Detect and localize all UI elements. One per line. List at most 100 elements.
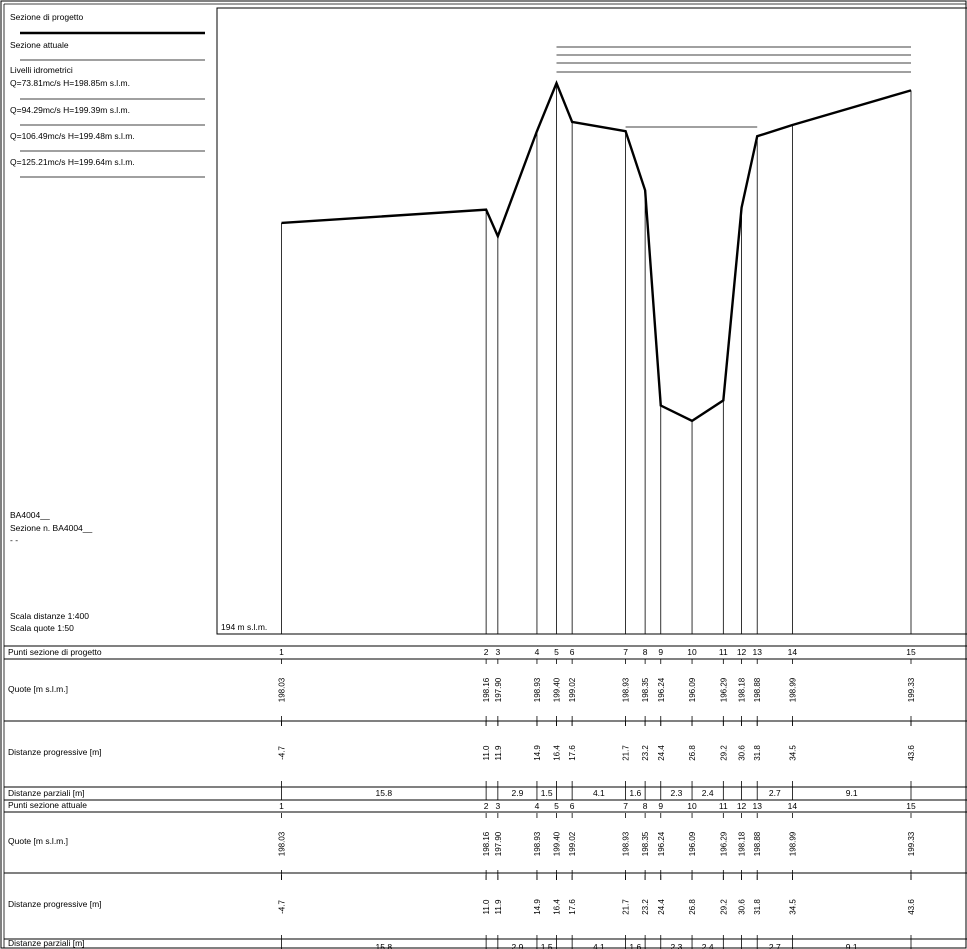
water-level-lines [556, 46, 911, 128]
project-profile-line [281, 80, 912, 423]
point-number-progetto-11: 11 [719, 647, 728, 657]
quote-value-progetto-13: 198.88 [753, 677, 762, 702]
distance-value-progetto-8: 23.2 [641, 745, 650, 761]
partial-distance-attuale-9: 2.3 [670, 942, 682, 949]
distance-value-attuale-4: 14.9 [533, 899, 542, 915]
distance-value-progetto-2: 11.0 [482, 745, 491, 761]
quote-value-progetto-4: 198.93 [533, 677, 542, 702]
quote-value-attuale-4: 198.93 [533, 831, 542, 856]
distance-value-progetto-12: 30.6 [738, 745, 747, 761]
quote-value-progetto-15: 199.33 [907, 677, 916, 702]
partial-distance-attuale-1: 15.8 [376, 942, 393, 949]
distance-value-attuale-1: -4.7 [278, 900, 287, 914]
distance-value-attuale-11: 29.2 [719, 899, 728, 915]
section-code: BA4004__ [10, 510, 50, 520]
label-dist-parz-attuale: Distanze parziali [m] [8, 938, 85, 948]
partial-distance-attuale-14: 9.1 [846, 942, 858, 949]
section-extra: - - [10, 535, 18, 545]
table-values: 1 198.03 -4.7 2 198.16 11.0 3 197.90 11.9 4 198.93… [278, 647, 916, 949]
partial-distance-progetto-7: 1.6 [629, 788, 641, 798]
quote-value-progetto-12: 198.18 [738, 677, 747, 702]
point-number-attuale-5: 5 [554, 801, 559, 811]
point-number-attuale-14: 14 [788, 801, 798, 811]
scale-heights: Scala quote 1:50 [10, 623, 74, 633]
distance-value-attuale-5: 16.4 [552, 899, 561, 915]
label-quote-attuale: Quote [m s.l.m.] [8, 836, 68, 846]
distance-value-progetto-7: 21.7 [622, 745, 631, 761]
distance-value-attuale-2: 11.0 [482, 899, 491, 915]
partial-distance-progetto-13: 2.7 [769, 788, 781, 798]
point-verticals [281, 83, 912, 634]
quote-value-attuale-7: 198.93 [622, 831, 631, 856]
quote-value-attuale-5: 199.40 [552, 831, 561, 856]
section-profile [281, 80, 912, 423]
legend-level-1: Q=73.81mc/s H=198.85m s.l.m. [10, 78, 130, 88]
point-number-progetto-14: 14 [788, 647, 798, 657]
legend-level-2: Q=94.29mc/s H=199.39m s.l.m. [10, 105, 130, 115]
distance-value-progetto-13: 31.8 [753, 745, 762, 761]
distance-value-progetto-4: 14.9 [533, 745, 542, 761]
quote-value-progetto-14: 198.99 [788, 677, 797, 702]
distance-value-attuale-13: 31.8 [753, 899, 762, 915]
partial-distance-progetto-6: 4.1 [593, 788, 605, 798]
quote-value-progetto-3: 197.90 [494, 677, 503, 702]
quote-value-progetto-5: 199.40 [552, 677, 561, 702]
label-dist-prog-attuale: Distanze progressive [m] [8, 899, 102, 909]
scale-distances: Scala distanze 1:400 [10, 611, 89, 621]
plot-frame [216, 7, 967, 635]
point-number-progetto-7: 7 [623, 647, 628, 657]
distance-value-progetto-14: 34.5 [788, 745, 797, 761]
point-number-progetto-6: 6 [570, 647, 575, 657]
quote-value-attuale-14: 198.99 [788, 831, 797, 856]
quote-value-attuale-13: 198.88 [753, 831, 762, 856]
label-dist-parz-progetto: Distanze parziali [m] [8, 788, 85, 798]
quote-value-progetto-9: 196.24 [657, 677, 666, 702]
distance-value-attuale-9: 24.4 [657, 899, 666, 915]
label-punti-attuale: Punti sezione attuale [8, 800, 87, 810]
partial-distance-progetto-4: 1.5 [541, 788, 553, 798]
distance-value-attuale-12: 30.6 [738, 899, 747, 915]
point-number-progetto-13: 13 [752, 647, 762, 657]
point-number-attuale-8: 8 [643, 801, 648, 811]
distance-value-attuale-6: 17.6 [568, 899, 577, 915]
point-number-progetto-8: 8 [643, 647, 648, 657]
quote-value-progetto-2: 198.16 [482, 677, 491, 702]
point-number-progetto-2: 2 [484, 647, 489, 657]
quote-value-progetto-6: 199.02 [568, 677, 577, 702]
distance-value-attuale-14: 34.5 [788, 899, 797, 915]
legend-current-label: Sezione attuale [10, 40, 69, 50]
current-profile-line [281, 81, 912, 422]
quote-value-attuale-3: 197.90 [494, 831, 503, 856]
distance-value-progetto-10: 26.8 [688, 745, 697, 761]
point-number-attuale-11: 11 [719, 801, 728, 811]
point-number-attuale-9: 9 [658, 801, 663, 811]
partial-distance-attuale-7: 1.6 [629, 942, 641, 949]
label-dist-prog-progetto: Distanze progressive [m] [8, 747, 102, 757]
point-number-progetto-12: 12 [737, 647, 747, 657]
distance-value-attuale-7: 21.7 [622, 899, 631, 915]
distance-value-attuale-15: 43.6 [907, 899, 916, 915]
partial-distance-progetto-3: 2.9 [511, 788, 523, 798]
partial-distance-attuale-13: 2.7 [769, 942, 781, 949]
distance-value-attuale-3: 11.9 [494, 899, 503, 915]
quote-value-attuale-9: 196.24 [657, 831, 666, 856]
distance-value-progetto-6: 17.6 [568, 745, 577, 761]
point-number-attuale-15: 15 [906, 801, 916, 811]
distance-value-progetto-1: -4.7 [278, 746, 287, 760]
partial-distance-attuale-6: 4.1 [593, 942, 605, 949]
point-number-progetto-9: 9 [658, 647, 663, 657]
point-number-attuale-7: 7 [623, 801, 628, 811]
point-number-progetto-1: 1 [279, 647, 284, 657]
label-quote-progetto: Quote [m s.l.m.] [8, 684, 68, 694]
legend-level-4: Q=125.21mc/s H=199.64m s.l.m. [10, 157, 135, 167]
quote-value-attuale-2: 198.16 [482, 831, 491, 856]
distance-value-progetto-15: 43.6 [907, 745, 916, 761]
point-number-attuale-6: 6 [570, 801, 575, 811]
distance-value-attuale-8: 23.2 [641, 899, 650, 915]
point-number-progetto-3: 3 [495, 647, 500, 657]
distance-value-progetto-5: 16.4 [552, 745, 561, 761]
quote-value-attuale-10: 196.09 [688, 831, 697, 856]
partial-distance-progetto-1: 15.8 [376, 788, 393, 798]
point-number-attuale-1: 1 [279, 801, 284, 811]
